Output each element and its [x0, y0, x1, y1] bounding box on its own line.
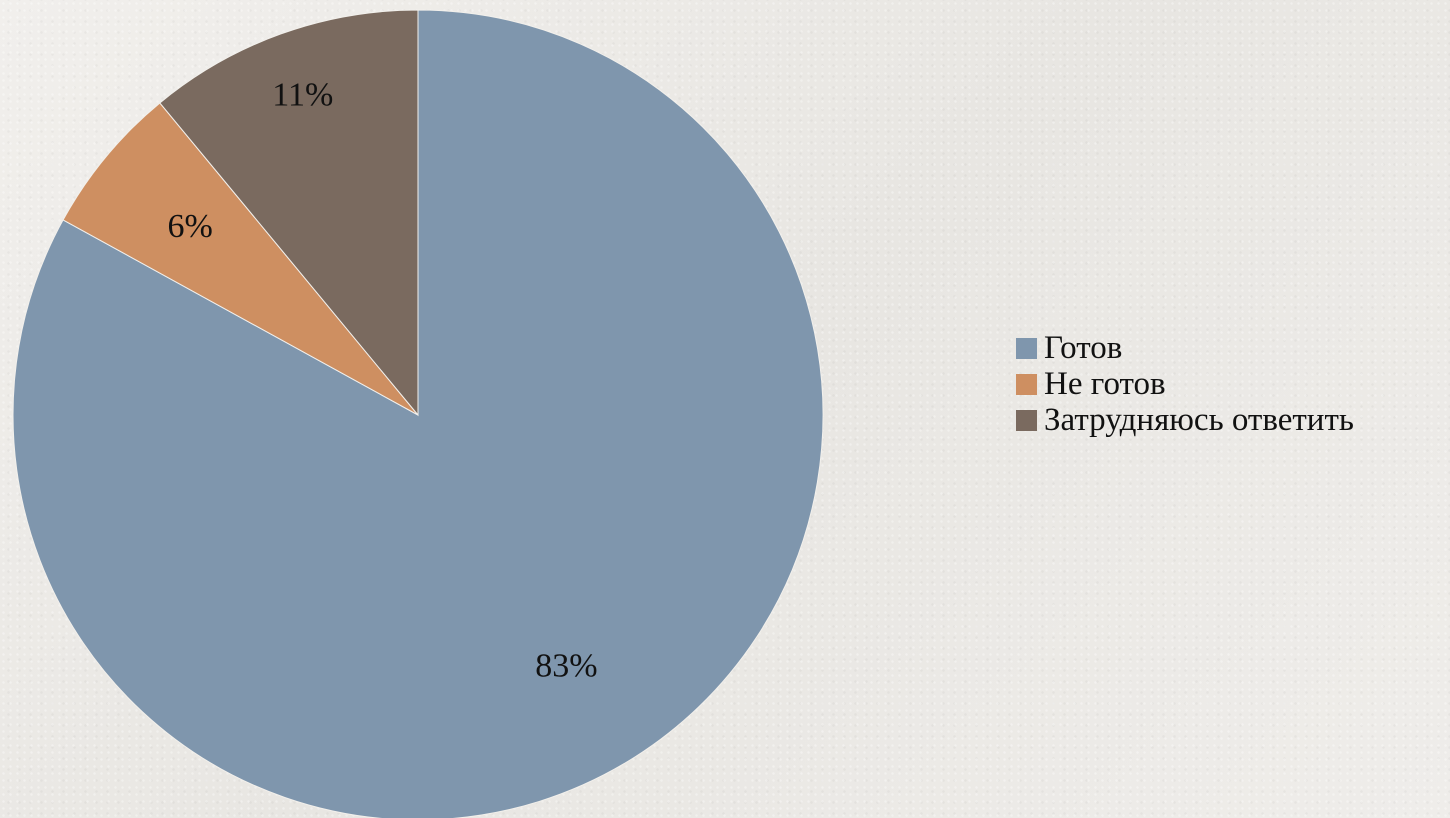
- legend-label-undecided: Затрудняюсь ответить: [1044, 402, 1354, 438]
- legend-label-not-ready: Не готов: [1044, 366, 1166, 402]
- legend-swatch-not-ready: [1016, 373, 1037, 395]
- legend-item-ready: Готов: [1016, 330, 1446, 366]
- pie-slice-undecided: [159, 9, 419, 417]
- data-label-ready: 83%: [535, 647, 597, 684]
- legend-item-not-ready: Не готов: [1016, 366, 1446, 402]
- legend-swatch-undecided: [1016, 409, 1037, 431]
- legend-label-ready: Готов: [1044, 330, 1123, 366]
- data-label-undecided: 11%: [272, 76, 333, 113]
- pie-slices: [12, 9, 824, 818]
- data-label-not-ready: 6%: [168, 208, 213, 245]
- pie-data-labels: 83% 6% 11%: [168, 76, 598, 684]
- legend-item-undecided: Затрудняюсь ответить: [1016, 402, 1446, 438]
- legend-swatch-ready: [1016, 337, 1037, 359]
- chart-legend: Готов Не готов Затрудняюсь ответить: [1016, 330, 1446, 438]
- pie-slice-not-ready: [62, 102, 419, 416]
